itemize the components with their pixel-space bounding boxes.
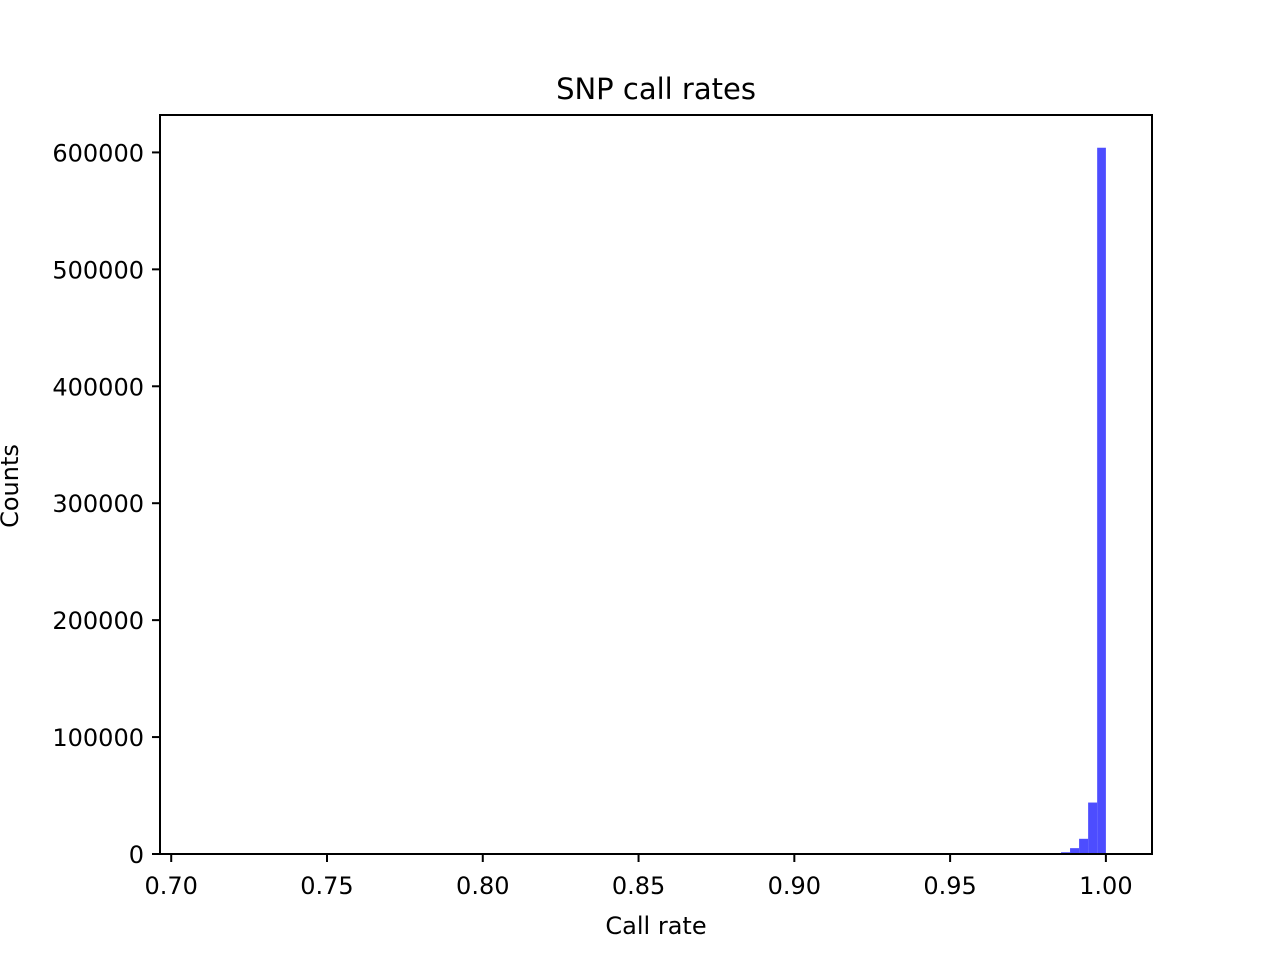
x-tick-label: 0.70 [144,872,197,900]
x-axis-ticks: 0.70 0.75 0.80 0.85 0.90 0.95 1.00 [144,854,1133,900]
y-tick-label: 100000 [52,724,144,752]
x-axis-label: Call rate [605,912,706,940]
y-tick-label: 600000 [52,139,144,167]
y-tick-label: 500000 [52,256,144,284]
plot-area-frame [159,114,1153,855]
x-tick-label: 0.85 [612,872,665,900]
y-tick-label: 400000 [52,373,144,401]
y-axis-label: Counts [0,444,24,528]
y-tick-label: 200000 [52,607,144,635]
histogram-bar-3 [1088,802,1098,854]
x-tick-label: 0.90 [768,872,821,900]
y-tick-label: 0 [129,841,144,869]
histogram-bar-4 [1097,147,1106,855]
y-axis-ticks: 0 100000 200000 300000 400000 500000 600000 [52,139,160,869]
x-tick-label: 0.75 [300,872,353,900]
x-tick-label: 0.95 [923,872,976,900]
histogram-bar-2 [1079,838,1089,854]
histogram-bar-1 [1070,848,1080,854]
y-tick-label: 300000 [52,490,144,518]
chart-title: SNP call rates [556,72,756,106]
x-tick-label: 1.00 [1079,872,1132,900]
x-tick-label: 0.80 [456,872,509,900]
